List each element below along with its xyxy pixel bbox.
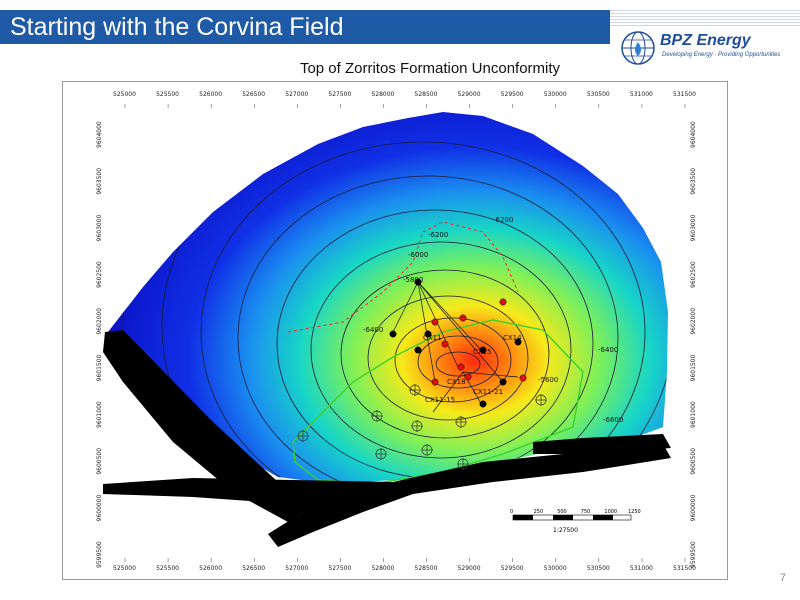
well-label: CX14 xyxy=(503,334,522,342)
northing-tick-label: 9604000 xyxy=(96,121,103,148)
northing-tick-label: 9601500 xyxy=(690,354,697,381)
northing-tick-label: 9602000 xyxy=(96,308,103,335)
northing-tick-label: 9600500 xyxy=(96,448,103,475)
easting-tick-label: 527500 xyxy=(328,565,351,572)
northing-tick-label: 9600500 xyxy=(690,448,697,475)
northing-tick-label: 9600000 xyxy=(690,494,697,521)
well-marker xyxy=(414,278,422,286)
contour-label: -5600 xyxy=(538,376,558,384)
scale-tick-label: 1000 xyxy=(604,509,617,515)
scale-tick-label: 250 xyxy=(534,509,544,515)
easting-tick-label: 530500 xyxy=(587,91,610,98)
page-number: 7 xyxy=(779,572,786,584)
northing-tick-label: 9601000 xyxy=(690,401,697,428)
well-label: CX11 xyxy=(423,334,442,342)
well-marker xyxy=(431,378,439,386)
well-marker xyxy=(389,330,397,338)
northing-tick-label: 9602000 xyxy=(690,308,697,335)
easting-tick-label: 525000 xyxy=(113,91,136,98)
easting-tick-label: 525500 xyxy=(156,91,179,98)
well-label: CX11-15 xyxy=(425,396,455,404)
northing-tick-label: 9603000 xyxy=(96,214,103,241)
easting-tick-label: 528500 xyxy=(415,565,438,572)
easting-tick-label: 527000 xyxy=(285,91,308,98)
northing-tick-label: 9604000 xyxy=(690,121,697,148)
easting-tick-label: 526000 xyxy=(199,565,222,572)
structure-map: CX11 CX15 CX14 CX18 CX11-15 CX11-21 -6000 -620… xyxy=(96,91,697,572)
well-marker xyxy=(519,374,527,382)
contour-label: -6000 xyxy=(408,251,428,259)
northing-tick-label: 9602500 xyxy=(690,261,697,288)
northing-tick-label: 9603500 xyxy=(690,168,697,195)
well-marker xyxy=(414,346,422,354)
northing-tick-label: 9603000 xyxy=(690,214,697,241)
logo-tagline: Developing Energy · Providing Opportunit… xyxy=(662,52,781,58)
well-label: CX11-21 xyxy=(473,388,503,396)
contour-label: -6200 xyxy=(428,231,448,239)
easting-tick-label: 528000 xyxy=(371,91,394,98)
easting-tick-label: 526000 xyxy=(199,91,222,98)
slide-title: Starting with the Corvina Field xyxy=(10,13,344,41)
map-heading: Top of Zorritos Formation Unconformity xyxy=(299,60,561,77)
easting-tick-label: 530500 xyxy=(587,565,610,572)
easting-tick-label: 529500 xyxy=(501,91,524,98)
easting-tick-label: 531500 xyxy=(673,565,696,572)
easting-tick-label: 526500 xyxy=(242,91,265,98)
contour-label: -5800 xyxy=(403,276,423,284)
easting-tick-label: 529500 xyxy=(501,565,524,572)
northing-tick-label: 9599500 xyxy=(690,541,697,568)
northing-tick-label: 9603500 xyxy=(96,168,103,195)
scale-tick-label: 500 xyxy=(557,509,567,515)
well-marker xyxy=(514,338,522,346)
company-logo: BPZ Energy Developing Energy · Providing… xyxy=(620,28,798,70)
well-marker xyxy=(499,378,507,386)
northing-tick-label: 9601500 xyxy=(96,354,103,381)
scale-label: 1:27500 xyxy=(553,527,578,534)
easting-tick-label: 526500 xyxy=(242,565,265,572)
contour-label: -6400 xyxy=(598,346,618,354)
well-label: CX18 xyxy=(447,378,466,386)
easting-tick-label: 531000 xyxy=(630,565,653,572)
easting-tick-label: 530000 xyxy=(544,91,567,98)
contour-label: -6400 xyxy=(363,326,383,334)
well-marker xyxy=(459,314,467,322)
well-marker xyxy=(457,363,465,371)
globe-icon xyxy=(621,31,655,65)
well-marker xyxy=(441,340,449,348)
easting-tick-label: 527500 xyxy=(328,91,351,98)
well-marker xyxy=(499,298,507,306)
northing-tick-label: 9601000 xyxy=(96,401,103,428)
well-marker xyxy=(464,373,472,381)
well-marker xyxy=(424,330,432,338)
contour-label: -6600 xyxy=(603,416,623,424)
easting-tick-label: 530000 xyxy=(544,565,567,572)
title-bar xyxy=(0,10,610,44)
northing-tick-label: 9600000 xyxy=(96,494,103,521)
easting-tick-label: 528000 xyxy=(371,565,394,572)
easting-tick-label: 525000 xyxy=(113,565,136,572)
scale-tick-label: 0 xyxy=(510,509,513,515)
northing-tick-label: 9602500 xyxy=(96,261,103,288)
easting-tick-label: 529000 xyxy=(458,91,481,98)
easting-tick-label: 527000 xyxy=(285,565,308,572)
decorative-stripes xyxy=(610,10,800,26)
well-marker xyxy=(479,400,487,408)
easting-tick-label: 525500 xyxy=(156,565,179,572)
well-label: CX15 xyxy=(473,348,492,356)
well-marker xyxy=(479,346,487,354)
well-marker xyxy=(431,318,439,326)
scale-tick-label: 750 xyxy=(581,509,591,515)
contour-label: -6200 xyxy=(493,216,513,224)
easting-tick-label: 531500 xyxy=(673,91,696,98)
scale-tick-label: 1250 xyxy=(628,509,641,515)
easting-tick-label: 529000 xyxy=(458,565,481,572)
map-frame: CX11 CX15 CX14 CX18 CX11-15 CX11-21 -6000 -620… xyxy=(62,81,728,580)
easting-tick-label: 531000 xyxy=(630,91,653,98)
easting-tick-label: 528500 xyxy=(415,91,438,98)
logo-name: BPZ Energy xyxy=(660,32,751,49)
northing-tick-label: 9599500 xyxy=(96,541,103,568)
